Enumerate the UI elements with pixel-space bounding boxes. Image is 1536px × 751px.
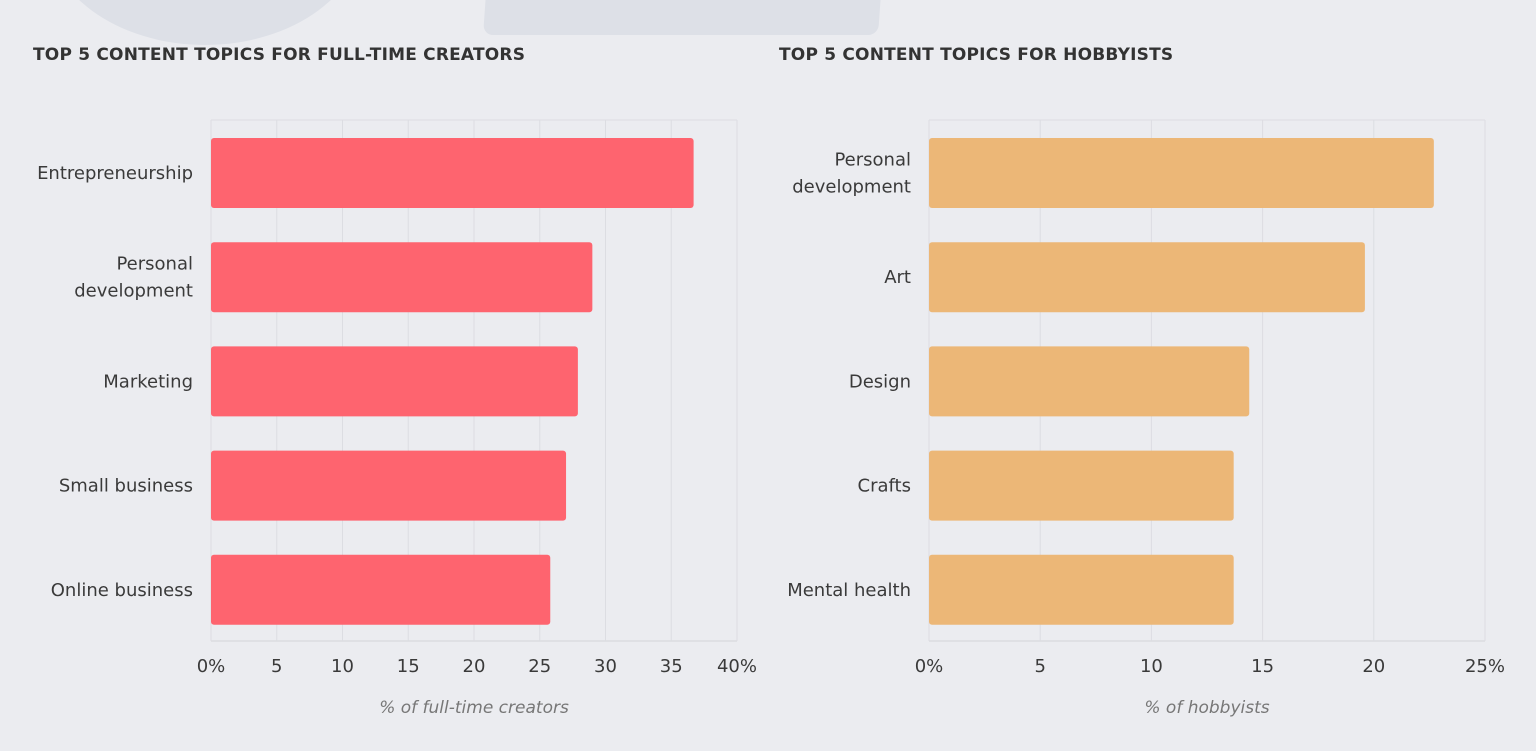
chart-hobbyists: 0% 5 10 15 20 25% Personal development Art Design… <box>787 119 1505 718</box>
x-axis-label: % of full-time creators <box>379 698 569 718</box>
x-tick-label: 10 <box>1140 656 1163 677</box>
bar-personal-development <box>211 242 593 313</box>
bar-mental-health <box>929 554 1234 625</box>
x-tick-label: 15 <box>1251 656 1274 677</box>
bar-online-business <box>211 554 551 625</box>
chart-title-full-time: TOP 5 CONTENT TOPICS FOR FULL-TIME CREAT… <box>33 45 526 65</box>
bar-art <box>929 242 1365 313</box>
x-tick-label: 25 <box>528 656 551 677</box>
x-tick-label: 25% <box>1465 656 1505 677</box>
category-label: development <box>792 177 911 198</box>
x-tick-label: 0% <box>197 656 226 677</box>
x-tick-label: 10 <box>331 656 354 677</box>
x-axis-label: % of hobbyists <box>1144 698 1269 718</box>
x-tick-label: 30 <box>594 656 617 677</box>
bar-personal-development <box>929 138 1434 208</box>
x-tick-label: 40% <box>717 656 757 677</box>
x-tick-label: 15 <box>397 656 420 677</box>
category-label: Mental health <box>787 580 911 601</box>
category-label: Online business <box>51 580 193 601</box>
category-label: development <box>74 281 193 302</box>
x-tick-label: 20 <box>463 656 486 677</box>
bar-crafts <box>929 450 1234 521</box>
bar-design <box>929 346 1250 417</box>
category-label: Entrepreneurship <box>37 163 193 184</box>
x-tick-label: 5 <box>1034 656 1045 677</box>
category-label: Crafts <box>858 476 911 497</box>
x-tick-label: 5 <box>271 656 282 677</box>
x-tick-label: 20 <box>1362 656 1385 677</box>
category-label: Small business <box>59 476 193 497</box>
bar-small-business <box>211 450 567 521</box>
bar-entrepreneurship <box>211 138 694 208</box>
category-label: Design <box>849 371 911 392</box>
x-tick-label: 0% <box>915 656 944 677</box>
category-label: Art <box>884 267 911 288</box>
chart-full-time: 0% 5 10 15 20 25 30 35 40% Entrepreneurship Person… <box>37 119 757 718</box>
x-tick-label: 35 <box>660 656 683 677</box>
category-label: Personal <box>116 254 193 275</box>
category-label: Marketing <box>103 371 193 392</box>
bar-marketing <box>211 346 578 417</box>
chart-title-hobbyists: TOP 5 CONTENT TOPICS FOR HOBBYISTS <box>779 45 1174 65</box>
category-label: Personal <box>834 150 911 171</box>
